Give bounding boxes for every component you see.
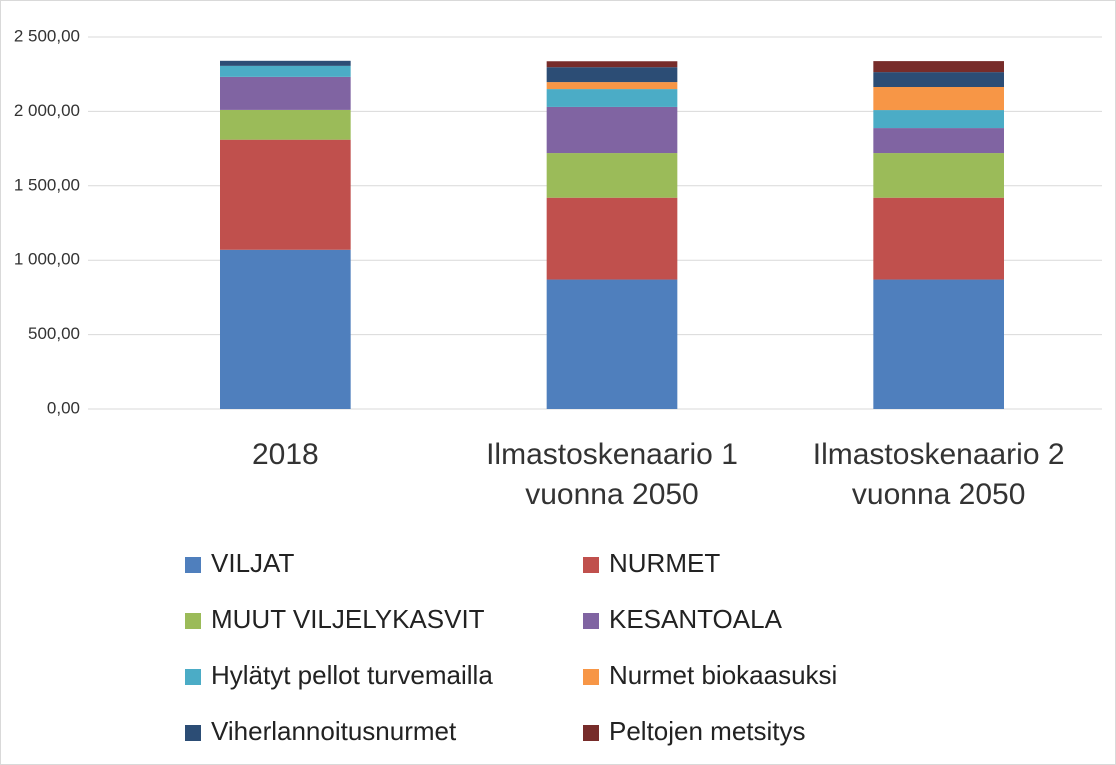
bar-segment [873,72,1004,87]
bar-segment [220,249,351,409]
legend-label: Peltojen metsitys [609,716,806,746]
bar-segment [546,106,678,154]
bar-segment [546,153,678,198]
y-tick-label: 500,00 [28,324,80,343]
legend-entry: Viherlannoitusnurmet [185,716,456,746]
legend-entry: Hylätyt pellot turvemailla [185,660,493,690]
legend-swatch [583,613,599,629]
bar-segment [546,197,678,280]
legend-entry: NURMET [583,548,720,578]
bar-segment [546,82,678,90]
x-tick-label: 2018 [251,438,319,471]
y-tick-label: 2 500,00 [14,26,80,45]
bar-segment [546,279,678,409]
legend-swatch [185,557,201,573]
legend-entry: Peltojen metsitys [583,716,806,746]
legend-swatch [185,725,201,741]
legend-label: Hylätyt pellot turvemailla [211,660,493,690]
legend-label: KESANTOALA [609,604,782,634]
legend-swatch [185,613,201,629]
bar-segment [546,61,678,68]
bar-segment [873,86,1004,111]
bar-segment [546,67,678,83]
bar-segment [873,153,1004,198]
bar-segment [873,279,1004,409]
y-tick-label: 1 500,00 [14,175,80,194]
legend-label: VILJAT [211,548,295,578]
bar-segment [873,110,1004,129]
bar-segment [873,61,1004,73]
legend-swatch [583,557,599,573]
legend-label: NURMET [609,548,721,578]
legend-swatch [583,669,599,685]
x-tick-label: Ilmastoskenaario 1 vuonna 2050 [486,438,738,511]
legend-swatch [185,669,201,685]
x-tick-label: Ilmastoskenaario 2 vuonna 2050 [812,438,1065,511]
y-tick-label: 1 000,00 [14,250,80,269]
legend-label: MUUT VILJELYKASVIT [211,604,485,634]
legend-entry: VILJAT [185,548,294,578]
bar-segment [546,89,678,107]
legend-label: Viherlannoitusnurmet [211,716,457,746]
y-tick-label: 2 000,00 [14,101,80,120]
legend-swatch [583,725,599,741]
legend-entry: MUUT VILJELYKASVIT [185,604,485,634]
legend-label: Nurmet biokaasuksi [609,660,838,690]
bar-segment [220,65,351,77]
legend-entry: KESANTOALA [583,604,782,634]
legend-entry: Nurmet biokaasuksi [583,660,837,690]
bar-segment [220,60,351,66]
bar-segment [220,109,351,140]
bar-segment [220,139,351,250]
y-tick-label: 0,00 [47,398,80,417]
bar-segment [220,76,351,110]
bar-segment [873,197,1004,280]
bar-segment [873,128,1004,154]
